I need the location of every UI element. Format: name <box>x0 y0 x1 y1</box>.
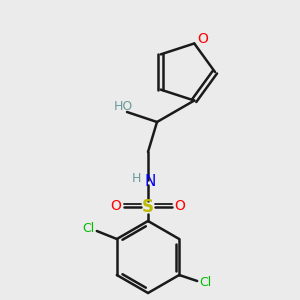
Text: HO: HO <box>113 100 133 113</box>
Text: S: S <box>142 198 154 216</box>
Text: Cl: Cl <box>83 221 95 235</box>
Text: Cl: Cl <box>199 277 211 290</box>
Text: O: O <box>197 32 208 46</box>
Text: H: H <box>131 172 141 184</box>
Text: O: O <box>175 199 185 213</box>
Text: N: N <box>144 175 156 190</box>
Text: O: O <box>111 199 122 213</box>
